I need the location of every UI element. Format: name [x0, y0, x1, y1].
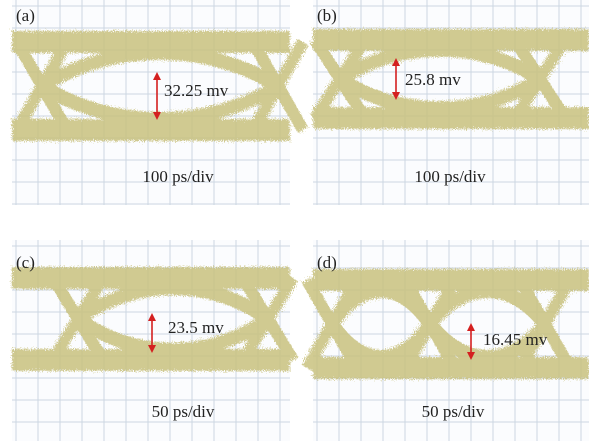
time-scale: 50 ps/div: [422, 402, 485, 421]
panel: (a) 32.25 mv 100 ps/div: [11, 0, 309, 205]
eye-pattern: [12, 267, 299, 371]
time-scale: 100 ps/div: [414, 167, 486, 186]
eye-band: [73, 281, 273, 357]
eye-band: [336, 42, 544, 116]
panel-label: (a): [16, 6, 35, 25]
panel-label: (b): [317, 6, 337, 25]
eye-band: [11, 39, 73, 133]
panel: (d) 16.45 mv 50 ps/div: [301, 240, 589, 441]
panel: (c) 23.5 mv 50 ps/div: [12, 240, 299, 441]
eye-opening: 23.5 mv: [168, 318, 224, 337]
eye-pattern: [301, 269, 589, 379]
panel: (b) 25.8 mv 100 ps/div: [309, 0, 589, 205]
eye-opening: 32.25 mv: [164, 81, 229, 100]
eye-band: [509, 36, 571, 122]
time-scale: 50 ps/div: [152, 402, 215, 421]
eye-band: [399, 277, 461, 371]
time-scale: 100 ps/div: [142, 167, 214, 186]
eye-band: [247, 39, 309, 133]
eye-band: [237, 274, 299, 364]
panel-label: (c): [16, 253, 35, 272]
panel-label: (d): [317, 253, 337, 272]
eye-band: [514, 277, 576, 371]
eye-band: [47, 274, 109, 364]
eye-band: [301, 277, 363, 371]
eye-band: [309, 36, 371, 122]
eye-opening: 25.8 mv: [405, 70, 461, 89]
eye-opening: 16.45 mv: [483, 330, 548, 349]
eye-pattern: [309, 29, 589, 129]
